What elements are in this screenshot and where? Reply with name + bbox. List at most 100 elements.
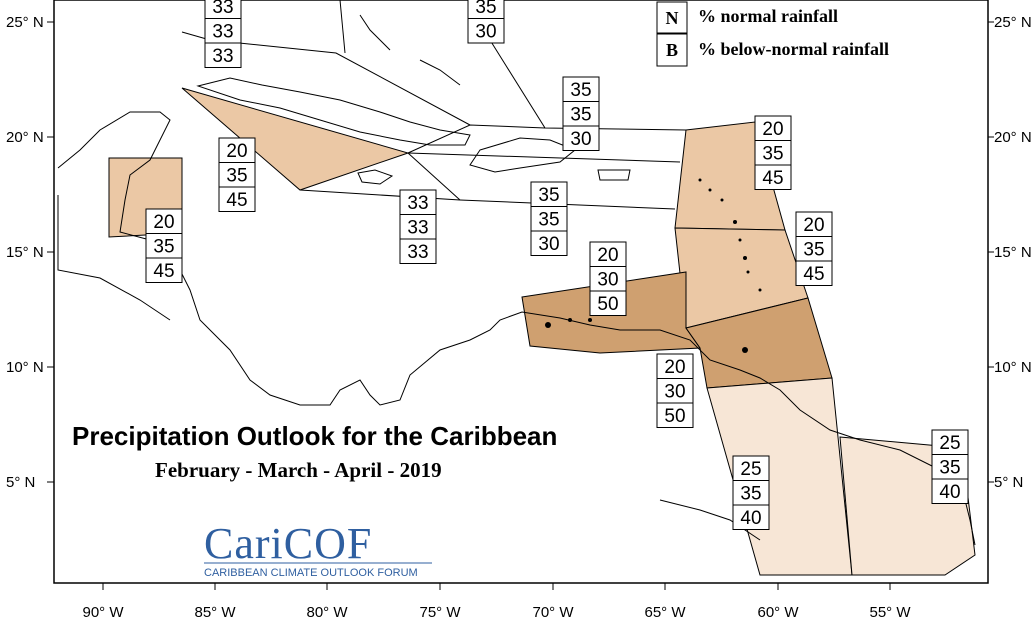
longitude-labels: 90° W 85° W 80° W 75° W 70° W 65° W 60° W 55° W — [82, 583, 911, 621]
value-cell — [589, 290, 627, 316]
latitude-labels-left: 25° N 20° N 15° N 10° N 5° N — [6, 14, 54, 491]
value-text: 33 — [407, 218, 428, 239]
value-text: 30 — [538, 234, 559, 255]
value-cell — [795, 260, 833, 286]
value-box-suriname-guiana: 25 35 40 — [931, 429, 969, 504]
value-text: 45 — [762, 168, 783, 189]
latitude-labels-right: 25° N 20° N 15° N 10° N 5° N — [988, 14, 1032, 491]
value-text: 20 — [664, 357, 685, 378]
value-cell — [530, 206, 568, 232]
lon-label: 75° W — [419, 604, 461, 621]
value-text: 20 — [762, 119, 783, 140]
legend-key-b-box — [656, 33, 688, 67]
lat-label-right: 10° N — [994, 359, 1032, 376]
value-text: 33 — [212, 22, 233, 43]
legend-label-b: % below-normal rainfall — [698, 39, 889, 59]
value-cell — [754, 115, 792, 141]
lon-label: 85° W — [194, 604, 236, 621]
value-text: 40 — [740, 508, 761, 529]
value-text: 35 — [538, 210, 559, 231]
value-text: 33 — [407, 242, 428, 263]
value-text: 33 — [212, 46, 233, 67]
lat-label-left: 15° N — [6, 244, 44, 261]
value-text: 35 — [740, 484, 761, 505]
value-text: 45 — [226, 190, 247, 211]
value-cell — [589, 266, 627, 292]
value-cell — [467, 18, 505, 44]
value-cell — [656, 378, 694, 404]
value-text: 45 — [153, 261, 174, 282]
value-text: 50 — [597, 294, 618, 315]
logo-tagline: CARIBBEAN CLIMATE OUTLOOK FORUM — [204, 567, 418, 579]
value-cell — [656, 402, 694, 428]
logo-name: CariCOF — [204, 519, 372, 568]
value-box-turks-caicos: 35 35 30 — [562, 76, 600, 151]
value-cell — [732, 455, 770, 481]
legend-label-n: % normal rainfall — [698, 6, 838, 26]
lat-label-right: 25° N — [994, 14, 1032, 31]
lat-label-left: 10° N — [6, 359, 44, 376]
lesser-antilles — [545, 178, 762, 353]
lon-label: 90° W — [82, 604, 124, 621]
map-subtitle: February - March - April - 2019 — [155, 458, 442, 482]
value-boxes: 3333333530353530203545203545333333353530… — [145, 0, 969, 530]
lat-label-left: 5° N — [6, 474, 35, 491]
value-cell — [732, 504, 770, 530]
value-box-guyana: 25 35 40 — [732, 455, 770, 530]
value-text: 30 — [597, 270, 618, 291]
value-text: 35 — [475, 0, 496, 18]
caricof-logo: CariCOF CARIBBEAN CLIMATE OUTLOOK FORUM — [204, 519, 432, 579]
lat-label-left: 20° N — [6, 129, 44, 146]
value-text: 33 — [407, 193, 428, 214]
value-box-jamaica: 33 33 33 — [399, 189, 437, 264]
lon-label: 65° W — [644, 604, 686, 621]
value-text: 35 — [226, 166, 247, 187]
lat-label-right: 5° N — [994, 474, 1023, 491]
value-text: 33 — [212, 0, 233, 18]
value-box-windward-islands: 20 35 45 — [795, 211, 833, 286]
value-cell — [931, 429, 969, 455]
value-text: 20 — [153, 212, 174, 233]
lon-label: 60° W — [757, 604, 799, 621]
lon-label: 70° W — [532, 604, 574, 621]
value-cell — [795, 211, 833, 237]
value-text: 25 — [740, 459, 761, 480]
value-box-cuba-west: 20 35 45 — [218, 137, 256, 212]
value-cell — [562, 76, 600, 102]
value-cell — [218, 186, 256, 212]
value-cell — [218, 162, 256, 188]
value-text: 40 — [939, 482, 960, 503]
value-text: 35 — [803, 240, 824, 261]
value-text: 45 — [803, 264, 824, 285]
lon-label: 55° W — [869, 604, 911, 621]
legend-key-n: N — [666, 8, 679, 28]
value-box-trinidad: 20 30 50 — [656, 353, 694, 428]
value-cell — [931, 478, 969, 504]
lat-label-left: 25° N — [6, 14, 44, 31]
value-text: 35 — [939, 458, 960, 479]
value-text: 35 — [570, 105, 591, 126]
value-text: 50 — [664, 406, 685, 427]
value-cell — [589, 241, 627, 267]
value-cell — [399, 238, 437, 264]
value-text: 20 — [803, 215, 824, 236]
value-cell — [204, 42, 242, 68]
value-text: 25 — [939, 433, 960, 454]
value-text: 20 — [597, 245, 618, 266]
lat-label-right: 20° N — [994, 129, 1032, 146]
value-cell — [145, 257, 183, 283]
coastlines — [57, 14, 976, 546]
value-text: 30 — [475, 22, 496, 43]
value-text: 35 — [153, 237, 174, 258]
value-cell — [530, 230, 568, 256]
forecast-zones — [108, 87, 976, 576]
value-box-bahamas-north: 33 33 33 — [204, 0, 242, 68]
value-text: 20 — [226, 141, 247, 162]
value-box-leeward-islands: 20 35 45 — [754, 115, 792, 190]
legend-key-b: B — [666, 40, 678, 60]
value-box-hispaniola: 35 35 30 — [530, 181, 568, 256]
value-cell — [218, 137, 256, 163]
value-cell — [931, 454, 969, 480]
